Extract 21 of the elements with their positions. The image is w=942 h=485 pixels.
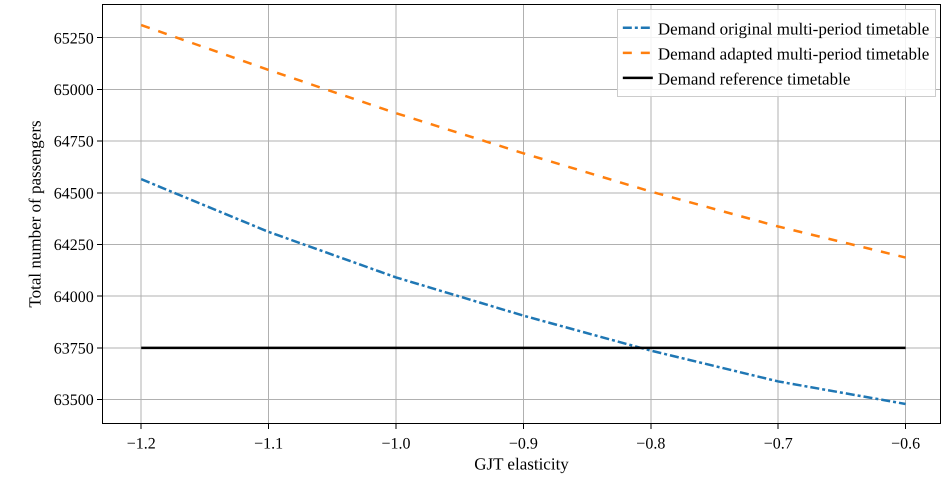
y-tick-label: 65250 <box>54 30 94 48</box>
x-axis-title: GJT elasticity <box>474 454 570 474</box>
x-tick-label: −1.0 <box>381 435 411 452</box>
y-tick-label: 63750 <box>54 340 94 358</box>
x-tick-label: −0.6 <box>891 435 920 452</box>
legend-label: Demand adapted multi-period timetable <box>658 44 930 64</box>
y-tick-label: 64000 <box>54 288 94 306</box>
y-tick-label: 64750 <box>54 134 94 151</box>
y-tick-label: 64500 <box>54 185 94 202</box>
y-axis-title: Total number of passengers <box>25 120 44 308</box>
x-tick-label: −0.9 <box>508 435 538 452</box>
x-tick-label: −1.1 <box>254 435 284 452</box>
x-tick-label: −0.8 <box>636 435 666 452</box>
x-tick-label: −1.2 <box>126 435 156 452</box>
y-tick-label: 63500 <box>54 392 94 410</box>
y-tick-label: 65000 <box>54 82 94 99</box>
legend-label: Demand original multi-period timetable <box>658 19 930 38</box>
y-tick-label: 64250 <box>54 237 94 254</box>
x-tick-label: −0.7 <box>764 435 793 452</box>
line-series <box>140 178 907 406</box>
legend-label: Demand reference timetable <box>658 70 850 89</box>
